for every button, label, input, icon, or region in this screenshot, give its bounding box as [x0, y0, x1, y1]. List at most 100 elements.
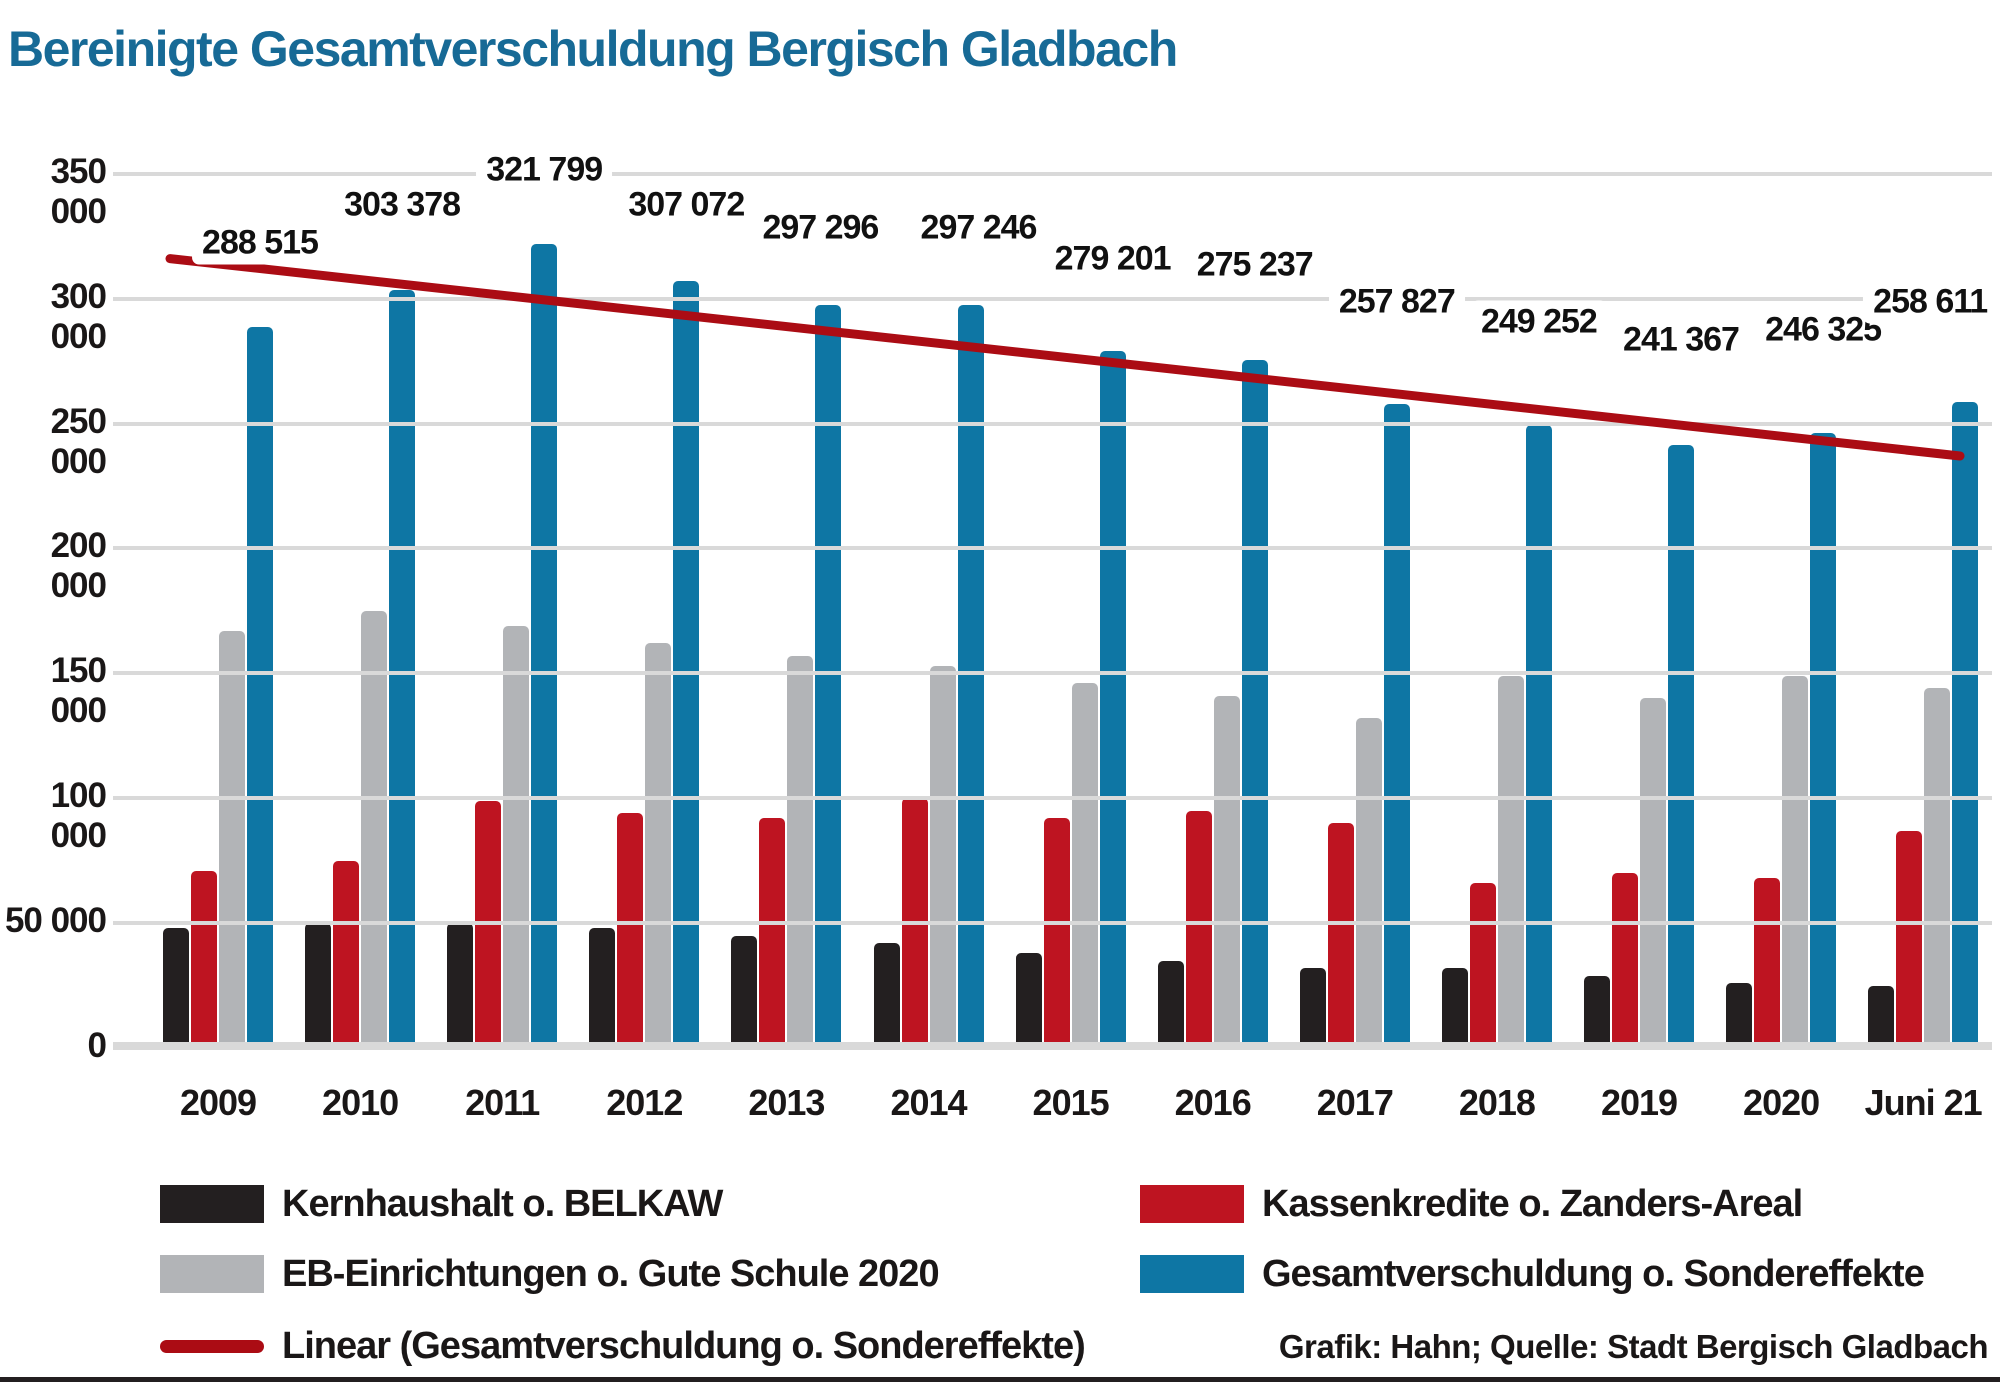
bar-kernhaushalt-2016 [1157, 960, 1184, 1050]
bar-gesamtverschuldung-2017 [1383, 403, 1410, 1050]
bar-eb-einrichtungen-2010 [361, 610, 388, 1050]
bar-gesamtverschuldung-2020 [1810, 432, 1837, 1050]
bar-kassenkredite-2018 [1469, 883, 1496, 1050]
bar-kernhaushalt-2018 [1441, 968, 1468, 1050]
data-label-2015: 279 201 [1044, 237, 1181, 281]
legend-swatch-gesamtverschuldung [1140, 1255, 1244, 1293]
bar-eb-einrichtungen-2018 [1497, 675, 1524, 1050]
source-credit: Grafik: Hahn; Quelle: Stadt Bergisch Gla… [1278, 1328, 1989, 1365]
bar-kernhaushalt-2011 [447, 923, 474, 1050]
x-axis-tick-label: 2014 [890, 1082, 967, 1123]
bar-kassenkredite-Juni-21 [1896, 830, 1923, 1050]
bar-gesamtverschuldung-2018 [1525, 425, 1552, 1050]
y-axis-tick-label: 350 000 [50, 151, 107, 231]
bar-kernhaushalt-2019 [1584, 975, 1610, 1050]
legend-swatch-eb-einrichtungen [160, 1255, 264, 1293]
legend-label-linear-trend: Linear (Gesamtverschuldung o. Sondereffe… [282, 1324, 1086, 1367]
page-title: Bereinigte Gesamtverschuldung Bergisch G… [8, 21, 1178, 77]
legend-swatch-linear-trend [160, 1339, 264, 1353]
y-axis-tick-label: 250 000 [50, 401, 107, 481]
data-label-2018: 249 252 [1470, 300, 1607, 344]
y-axis-tick-label: 0 [87, 1026, 107, 1065]
x-axis-tick-label: 2018 [1458, 1082, 1536, 1123]
bar-kernhaushalt-2015 [1015, 953, 1042, 1050]
bar-kernhaushalt-Juni-21 [1868, 985, 1895, 1050]
bar-kernhaushalt-2014 [873, 943, 900, 1050]
bar-kassenkredite-2019 [1612, 873, 1638, 1050]
bar-kassenkredite-2015 [1043, 818, 1070, 1050]
x-axis-tick-label: 2019 [1600, 1082, 1678, 1123]
data-label-2013: 297 296 [752, 206, 889, 250]
bar-kassenkredite-2012 [617, 813, 644, 1050]
bar-eb-einrichtungen-2015 [1071, 683, 1098, 1050]
x-axis-line [113, 1042, 1992, 1050]
data-label-2009: 288 515 [192, 221, 328, 265]
gridline [113, 296, 1992, 301]
bar-kassenkredite-2013 [759, 818, 786, 1050]
x-axis-tick-label: 2017 [1316, 1082, 1394, 1123]
x-axis-tick-label: 2011 [465, 1082, 540, 1123]
bar-kernhaushalt-2012 [589, 928, 616, 1050]
gridline [113, 796, 1992, 801]
x-axis-tick-label: 2016 [1174, 1082, 1252, 1123]
bar-gesamtverschuldung-2012 [673, 280, 700, 1050]
data-label-2017: 257 827 [1328, 280, 1465, 324]
gridline [113, 671, 1992, 676]
x-axis-tick-label: 2010 [322, 1082, 399, 1123]
legend-swatch-kernhaushalt [160, 1185, 264, 1223]
bar-kernhaushalt-2013 [731, 935, 758, 1050]
legend-item-eb-einrichtungen: EB-Einrichtungen o. Gute Schule 2020 [160, 1252, 940, 1296]
legend-label-kernhaushalt: Kernhaushalt o. BELKAW [282, 1182, 723, 1225]
bar-eb-einrichtungen-Juni-21 [1924, 688, 1951, 1050]
bar-eb-einrichtungen-2020 [1782, 675, 1809, 1050]
bar-kassenkredite-2017 [1327, 823, 1354, 1050]
bar-eb-einrichtungen-2019 [1640, 698, 1666, 1050]
bar-eb-einrichtungen-2014 [929, 665, 956, 1050]
legend-label-gesamtverschuldung: Gesamtverschuldung o. Sondereffekte [1262, 1252, 1925, 1295]
bar-kassenkredite-2011 [475, 800, 502, 1050]
y-axis-tick-label: 300 000 [50, 276, 107, 356]
legend-item-kassenkredite: Kassenkredite o. Zanders-Areal [1140, 1182, 1803, 1226]
y-axis-tick-label: 150 000 [50, 651, 107, 731]
x-axis-tick-label: 2012 [606, 1082, 683, 1123]
legend-label-kassenkredite: Kassenkredite o. Zanders-Areal [1262, 1182, 1803, 1225]
bar-gesamtverschuldung-2016 [1241, 360, 1268, 1050]
bar-eb-einrichtungen-2013 [787, 655, 814, 1050]
bar-kernhaushalt-2017 [1299, 968, 1326, 1050]
y-axis-tick-label: 200 000 [50, 526, 107, 606]
y-axis-tick-label: 50 000 [4, 901, 107, 941]
bar-gesamtverschuldung-2019 [1668, 445, 1694, 1050]
gridline [113, 921, 1992, 926]
bar-kernhaushalt-2010 [305, 923, 332, 1050]
x-axis-tick-label: Juni 21 [1864, 1082, 1983, 1123]
bar-eb-einrichtungen-2011 [503, 625, 530, 1050]
legend-swatch-kassenkredite [1140, 1185, 1244, 1223]
bar-eb-einrichtungen-2012 [645, 643, 672, 1050]
legend-item-gesamtverschuldung: Gesamtverschuldung o. Sondereffekte [1140, 1252, 1925, 1296]
y-axis-tick-label: 100 000 [50, 776, 107, 856]
data-label-2014: 297 246 [910, 206, 1047, 250]
bar-gesamtverschuldung-2009 [247, 327, 273, 1050]
legend-label-eb-einrichtungen: EB-Einrichtungen o. Gute Schule 2020 [282, 1252, 940, 1295]
bar-kassenkredite-2010 [333, 860, 360, 1050]
data-label-2019: 241 367 [1613, 318, 1749, 362]
bar-gesamtverschuldung-Juni-21 [1952, 401, 1979, 1050]
bottom-rule [0, 1377, 2000, 1382]
bar-kassenkredite-2009 [191, 870, 217, 1050]
data-label-2016: 275 237 [1186, 243, 1323, 287]
data-label-Juni-21: 258 611 [1863, 280, 1998, 324]
legend-item-linear-trend: Linear (Gesamtverschuldung o. Sondereffe… [160, 1324, 1086, 1368]
legend-item-kernhaushalt: Kernhaushalt o. BELKAW [160, 1182, 723, 1226]
bar-gesamtverschuldung-2014 [957, 305, 984, 1050]
bar-gesamtverschuldung-2010 [389, 290, 416, 1050]
data-label-2010: 303 378 [334, 183, 471, 227]
bar-kassenkredite-2016 [1185, 810, 1212, 1050]
bar-kernhaushalt-2020 [1726, 983, 1753, 1050]
bar-eb-einrichtungen-2009 [219, 630, 245, 1050]
x-axis-tick-label: 2009 [179, 1082, 257, 1123]
bar-kernhaushalt-2009 [163, 928, 189, 1050]
bar-gesamtverschuldung-2011 [531, 244, 558, 1050]
bar-eb-einrichtungen-2016 [1213, 695, 1240, 1050]
x-axis-tick-label: 2013 [748, 1082, 825, 1123]
